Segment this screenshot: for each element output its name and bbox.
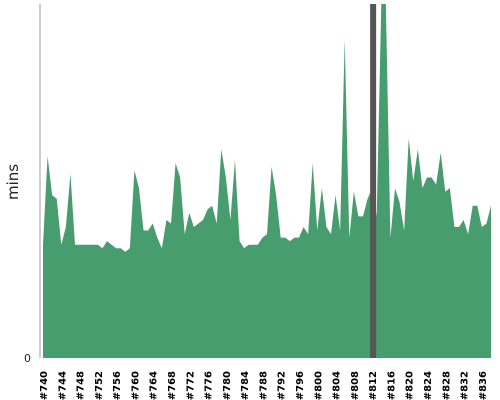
x-tick-label: #820 <box>405 371 416 400</box>
x-tick-label: #760 <box>130 371 141 400</box>
x-tick-label: #744 <box>57 371 68 400</box>
highlight-marker <box>370 4 377 358</box>
x-tick-label: #752 <box>94 371 105 400</box>
plot-area <box>43 4 491 358</box>
x-tick-label: #832 <box>460 371 471 400</box>
x-tick-label: #776 <box>204 371 215 400</box>
y-tick-label-0: 0 <box>24 352 31 365</box>
x-tick-label: #812 <box>368 371 379 400</box>
x-tick-label: #784 <box>240 371 251 400</box>
x-tick-label: #808 <box>350 371 361 400</box>
x-tick-label: #780 <box>222 371 233 400</box>
x-tick-label: #756 <box>112 371 123 400</box>
x-tick-label: #792 <box>277 371 288 400</box>
x-tick-label: #828 <box>441 371 452 400</box>
x-tick-label: #764 <box>149 371 160 400</box>
x-tick-label: #772 <box>185 371 196 400</box>
x-tick-label: #796 <box>295 371 306 400</box>
x-tick-label: #748 <box>76 371 87 400</box>
x-tick-label: #800 <box>313 371 324 400</box>
x-tick-label: #836 <box>478 371 489 400</box>
x-tick-label: #768 <box>167 371 178 400</box>
y-axis-label: mins <box>4 164 22 200</box>
series-area <box>43 4 491 358</box>
x-tick-label: #804 <box>332 371 343 400</box>
x-tick-label: #824 <box>423 371 434 400</box>
x-tick-label: #788 <box>258 371 269 400</box>
x-tick-label: #816 <box>386 371 397 400</box>
x-tick-label: #740 <box>39 371 50 400</box>
x-tick-labels: #740 #744 #748 #752 #756 #760 #764 #768 #772 #776… <box>39 371 489 400</box>
